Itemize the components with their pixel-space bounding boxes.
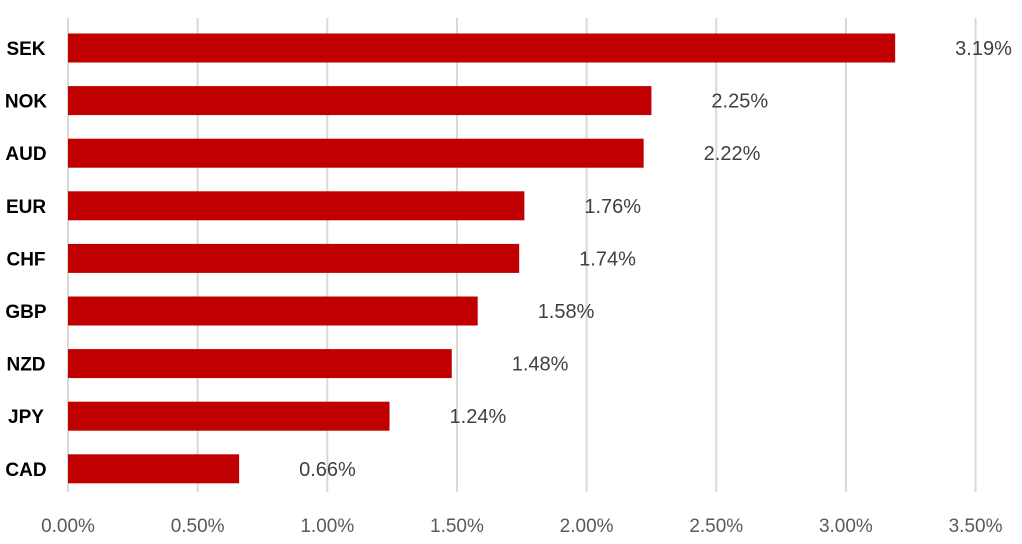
category-labels: SEK NOK AUD EUR CHF GBP NZD JPY CAD xyxy=(5,39,48,481)
x-tick-label: 0.50% xyxy=(171,516,225,537)
x-tick-label: 2.00% xyxy=(560,516,614,537)
data-label: 0.66% xyxy=(299,459,356,481)
bar-nzd xyxy=(68,349,452,379)
x-tick-label: 1.00% xyxy=(300,516,354,537)
data-label: 1.24% xyxy=(450,406,507,428)
bar-nok xyxy=(68,86,652,116)
bars xyxy=(68,33,896,484)
bar-jpy xyxy=(68,401,390,431)
category-label: CAD xyxy=(5,460,46,481)
x-tick-label: 3.50% xyxy=(949,516,1003,537)
x-tick-label: 3.00% xyxy=(819,516,873,537)
data-label: 1.48% xyxy=(512,354,569,376)
x-tick-label: 2.50% xyxy=(689,516,743,537)
category-label: SEK xyxy=(6,39,45,60)
bar-cad xyxy=(68,454,240,484)
category-label: AUD xyxy=(5,144,46,165)
data-label: 1.76% xyxy=(584,196,641,218)
data-labels: 3.19% 2.25% 2.22% 1.76% 1.74% 1.58% 1.48% 1.24%… xyxy=(299,38,1012,481)
x-axis-tick-labels: 0.00% 0.50% 1.00% 1.50% 2.00% 2.50% 3.00% 3.50% xyxy=(41,516,1003,537)
category-label: CHF xyxy=(6,249,45,270)
category-label: EUR xyxy=(6,197,46,218)
category-label: GBP xyxy=(5,302,47,323)
bar-gbp xyxy=(68,296,478,326)
x-tick-label: 1.50% xyxy=(430,516,484,537)
category-label: NOK xyxy=(5,92,48,113)
x-tick-label: 0.00% xyxy=(41,516,95,537)
data-label: 2.22% xyxy=(704,143,761,165)
bar-chf xyxy=(68,243,520,273)
category-label: JPY xyxy=(8,407,44,428)
data-label: 2.25% xyxy=(711,91,768,113)
data-label: 1.58% xyxy=(538,301,595,323)
data-label: 1.74% xyxy=(579,248,636,270)
bar-sek xyxy=(68,33,896,63)
category-label: NZD xyxy=(6,355,45,376)
data-label: 3.19% xyxy=(955,38,1012,60)
bar-aud xyxy=(68,138,644,168)
bar-eur xyxy=(68,191,525,221)
